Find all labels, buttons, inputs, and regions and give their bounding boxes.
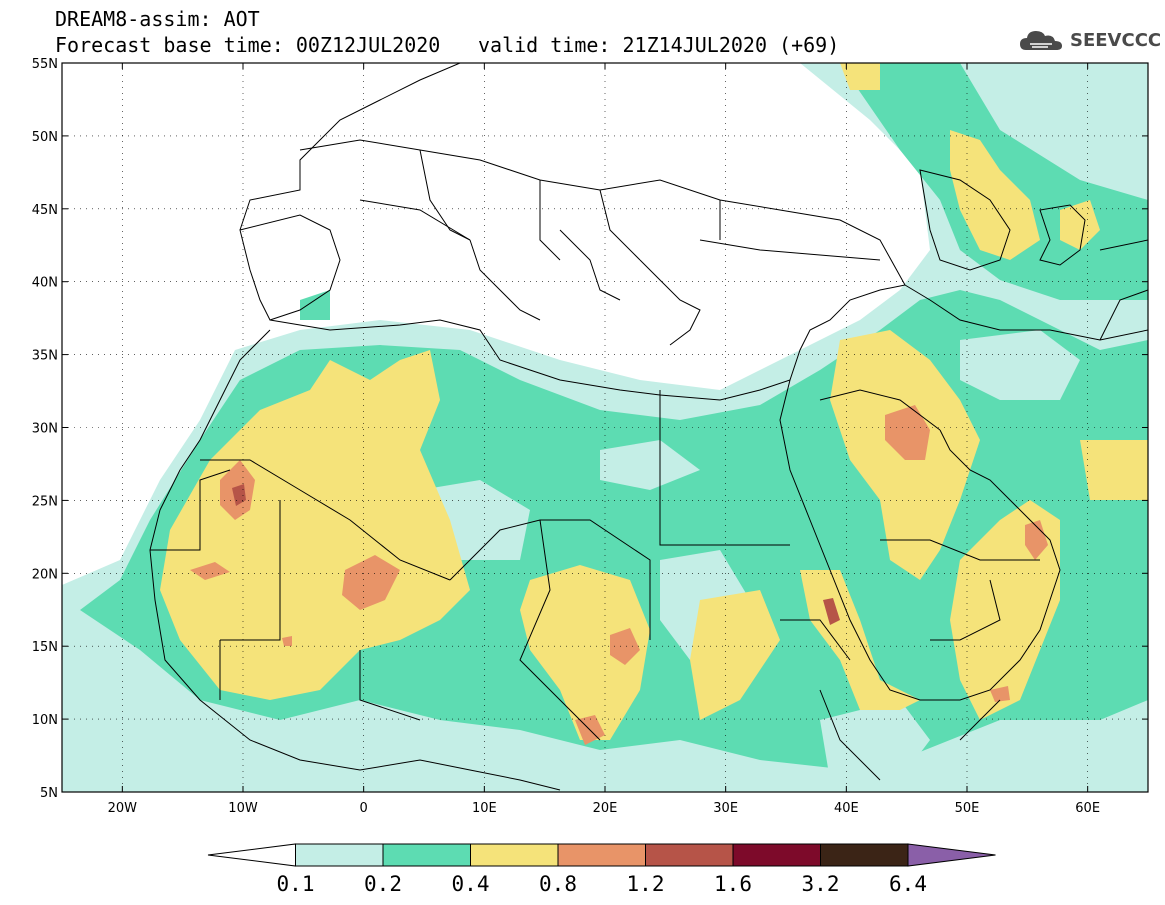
lon-label: 0 [360,801,368,816]
aot-contour [610,628,640,665]
lon-label: 20W [108,801,138,816]
colorbar-bin [295,843,384,867]
aot-contour [1025,520,1048,560]
lon-labels: 20W 10W 0 10E 20E 30E 40E 50E 60E [108,801,1100,816]
aot-contour [950,130,1040,260]
colorbar-label: 0.8 [539,872,577,896]
lon-label: 20E [593,801,618,816]
valid-time: valid time: 21Z14JUL2020 (+69) [478,33,840,57]
aot-field [62,63,1148,792]
colorbar-label: 6.4 [889,872,927,896]
aot-contour [690,590,780,720]
aot-contour [282,636,292,646]
lat-label: 45N [32,203,58,218]
lon-label: 30E [713,801,738,816]
colorbar-over-arrow [907,843,996,867]
product-title: DREAM8-assim: AOT [55,7,260,31]
lon-label: 10E [472,801,497,816]
lat-label: 15N [32,640,58,655]
colorbar-bin [645,843,734,867]
logo-text: SEEVCCC [1070,30,1162,51]
lat-label: 35N [32,349,58,364]
aot-contour [190,562,230,580]
colorbar-bin [382,843,471,867]
forecast-base-time: Forecast base time: 00Z12JUL2020 [55,33,441,57]
aot-contour [990,686,1010,702]
cloud-icon [1020,31,1062,50]
axis-ticks [62,62,1148,793]
aot-contour [960,330,1080,400]
colorbar-bin [557,843,646,867]
lon-label: 40E [834,801,859,816]
lat-label: 25N [32,494,58,509]
aot-contour [840,63,880,90]
lon-label: 50E [955,801,980,816]
lat-label: 5N [40,786,58,801]
lon-label: 10W [228,801,258,816]
aot-contour [820,700,930,780]
colorbar-bin [732,843,821,867]
coastlines [149,63,1148,791]
colorbar-label: 0.2 [364,872,402,896]
colorbar-label: 1.6 [714,872,752,896]
colorbar-label: 0.1 [277,872,315,896]
colorbar-bin [470,843,559,867]
aot-contour [600,440,700,490]
colorbar-label: 0.4 [452,872,490,896]
lat-label: 40N [32,276,58,291]
aot-contour [823,598,840,625]
colorbar: 0.1 0.2 0.4 0.8 1.2 1.6 3.2 6.4 [207,843,996,896]
aot-contour [520,565,650,740]
lat-label: 10N [32,713,58,728]
aot-contour [1080,440,1148,500]
aot-contour [342,555,400,610]
lon-label: 60E [1075,801,1100,816]
lat-label: 20N [32,567,58,582]
lat-label: 55N [32,57,58,72]
aot-contour [1060,200,1100,250]
lat-labels: 55N 50N 45N 40N 35N 30N 25N 20N 15N 10N 5N [32,57,58,801]
colorbar-under-arrow [207,843,296,867]
aot-contour [160,350,470,700]
colorbar-label: 3.2 [802,872,840,896]
lat-label: 30N [32,422,58,437]
seevccc-logo: SEEVCCC [1018,26,1162,56]
colorbar-bin [820,843,909,867]
aot-contour [300,290,330,320]
colorbar-label: 1.2 [627,872,665,896]
lat-label: 50N [32,130,58,145]
aot-contour [885,405,930,460]
